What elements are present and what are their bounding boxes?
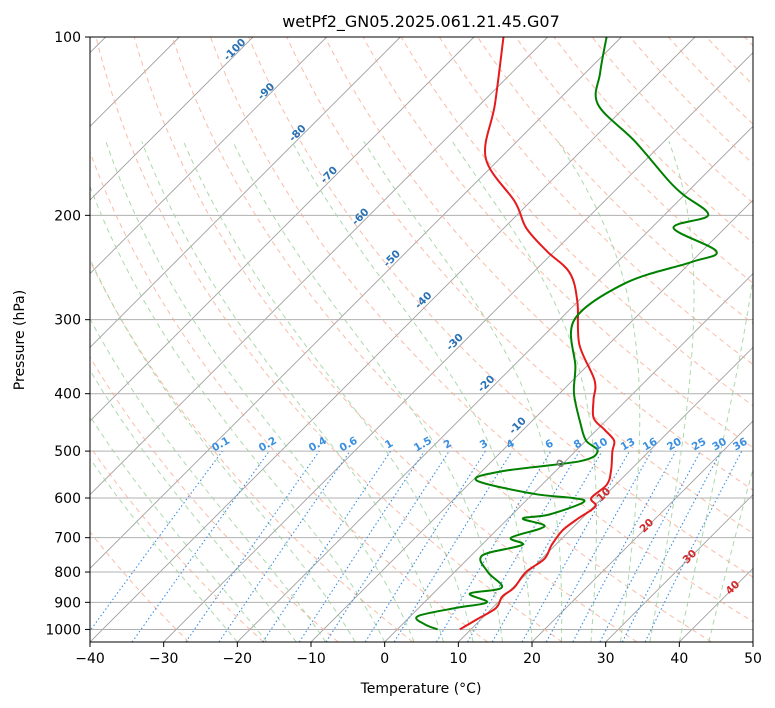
x-axis-label: Temperature (°C)	[360, 681, 482, 697]
dry-adiabat	[90, 531, 190, 642]
plot-background	[90, 37, 753, 642]
moist-adiabat	[557, 141, 641, 642]
y-tick-label: 100	[54, 30, 81, 46]
dewpoint-profile-line	[415, 37, 718, 631]
dry-adiabat	[286, 37, 753, 534]
y-tick-label: 900	[54, 595, 81, 611]
y-tick-label: 200	[54, 208, 81, 224]
moist-adiabat	[291, 141, 533, 642]
mixing-ratio-line	[325, 450, 450, 642]
sounding-profiles	[415, 37, 718, 631]
y-tick-label: 700	[54, 531, 81, 547]
dry-adiabat	[210, 37, 753, 623]
isotherm-line	[90, 37, 622, 569]
x-tick-label: −10	[296, 651, 326, 667]
axis-ticks: −40 −30 −20 −10 0 10 20 30 40 50 100 200 300 400 500 60…	[45, 30, 762, 667]
moist-adiabat	[232, 141, 503, 642]
isotherm-line	[90, 37, 548, 496]
x-tick-label: 10	[449, 651, 467, 667]
isotherm-line	[90, 37, 401, 348]
x-tick-label: −30	[149, 651, 179, 667]
x-tick-label: 50	[744, 651, 762, 667]
dry-adiabat	[248, 37, 753, 578]
mixing-ratio-line	[644, 450, 743, 642]
dry-adiabat	[95, 37, 563, 642]
moist-adiabat	[90, 185, 386, 642]
mixing-ratio-line	[131, 450, 270, 642]
mixing-ratio-line	[262, 450, 392, 642]
y-tick-label: 600	[54, 491, 81, 507]
dry-adiabat	[400, 37, 753, 407]
x-tick-label: −20	[223, 651, 253, 667]
isotherm-line	[90, 37, 327, 275]
isotherm-line	[237, 125, 753, 642]
isotherm-line	[90, 37, 475, 422]
y-tick-label: 500	[54, 444, 81, 460]
mixing-ratio-line	[572, 450, 677, 642]
pressure-grid	[90, 37, 753, 630]
isotherm-line	[90, 37, 254, 201]
moist-adiabat	[678, 274, 753, 642]
mixing-ratio-line	[90, 450, 223, 632]
mixing-ratio-line	[185, 450, 320, 642]
y-tick-label: 400	[54, 387, 81, 403]
mixing-ratio-line	[298, 450, 425, 642]
y-tick-label: 1000	[45, 622, 81, 638]
isotherm-line	[90, 37, 696, 642]
isotherm-line	[384, 273, 753, 642]
mixing-ratio-line	[545, 450, 653, 642]
x-tick-label: −40	[75, 651, 105, 667]
x-tick-label: 20	[523, 651, 541, 667]
y-axis-label: Pressure (hPa)	[12, 290, 28, 390]
chart-title: wetPf2_GN05.2025.061.21.45.G07	[282, 12, 560, 32]
moist-adiabat	[182, 141, 474, 642]
y-tick-label: 300	[54, 313, 81, 329]
temperature-profile-line	[459, 37, 616, 631]
moist-adiabat	[649, 141, 695, 642]
dry-adiabat	[90, 259, 414, 642]
dry-adiabat	[362, 37, 753, 449]
moist-adiabat	[363, 141, 563, 642]
isotherm-line	[752, 641, 753, 642]
plot-frame	[89, 36, 754, 643]
dry-adiabat	[133, 37, 638, 642]
mixing-ratio-line	[521, 450, 630, 642]
dry-adiabats	[90, 37, 753, 642]
dry-adiabat	[438, 37, 753, 366]
x-tick-label: 0	[380, 651, 389, 667]
y-tick-label: 800	[54, 565, 81, 581]
dry-adiabat	[90, 356, 339, 642]
isotherm-line	[605, 494, 753, 642]
mixing-ratio-lines	[90, 450, 743, 642]
x-tick-label: 30	[597, 651, 615, 667]
x-tick-label: 40	[670, 651, 688, 667]
moist-adiabat	[90, 257, 356, 642]
mixing-ratio-line	[218, 450, 351, 642]
moist-adiabat	[708, 466, 753, 642]
mixing-ratio-line	[393, 450, 513, 642]
dry-adiabat	[324, 37, 753, 491]
isotherm-line	[163, 52, 753, 642]
